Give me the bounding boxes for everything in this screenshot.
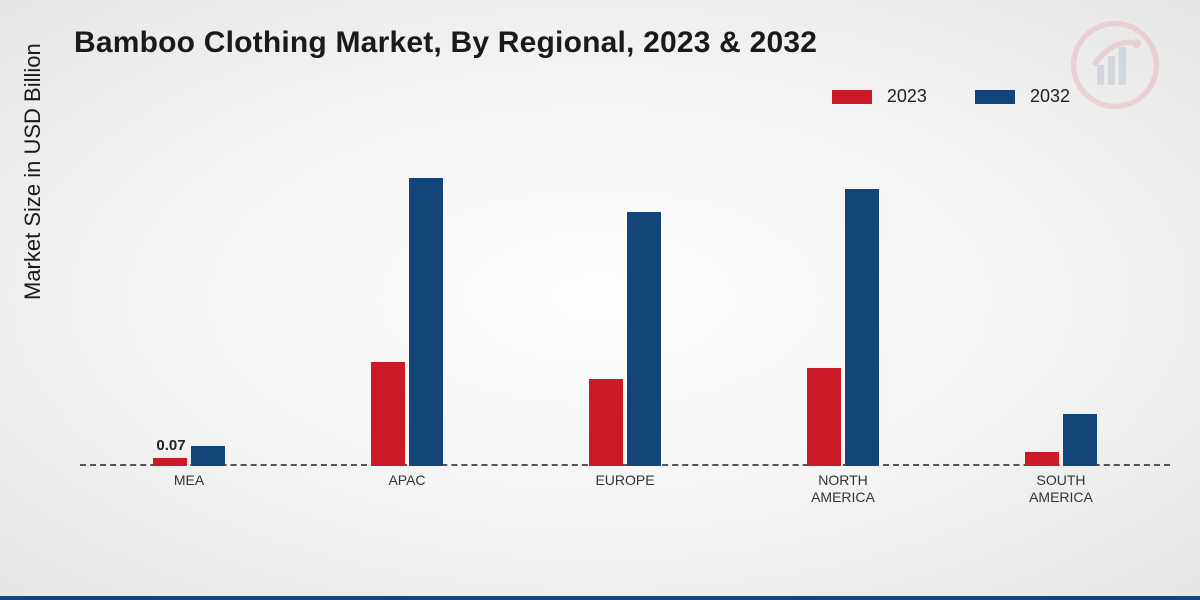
category-label-apac: APAC	[337, 466, 477, 489]
bar-2032-sa	[1063, 414, 1097, 466]
bars-apac	[371, 166, 443, 466]
bar-2023-apac	[371, 362, 405, 466]
bars-eu	[589, 166, 661, 466]
category-label-na: NORTHAMERICA	[773, 466, 913, 506]
legend-item-2032: 2032	[975, 86, 1070, 107]
bar-2032-eu	[627, 212, 661, 466]
bar-group-mea: 0.07MEA	[153, 166, 225, 466]
bar-group-eu: EUROPE	[589, 166, 661, 466]
bars-na	[807, 166, 879, 466]
bar-2032-na	[845, 189, 879, 466]
bars-mea: 0.07	[153, 166, 225, 466]
chart-title: Bamboo Clothing Market, By Regional, 202…	[74, 26, 817, 60]
legend-swatch-2023	[832, 90, 872, 104]
legend-swatch-2032	[975, 90, 1015, 104]
bar-2023-na	[807, 368, 841, 466]
bar-2023-eu	[589, 379, 623, 466]
watermark-logo-icon	[1070, 20, 1160, 110]
chart-canvas: Bamboo Clothing Market, By Regional, 202…	[0, 0, 1200, 600]
category-label-sa: SOUTHAMERICA	[991, 466, 1131, 506]
plot-area: 0.07MEAAPACEUROPENORTHAMERICASOUTHAMERIC…	[80, 130, 1170, 506]
value-label-mea: 0.07	[131, 437, 211, 458]
category-label-eu: EUROPE	[555, 466, 695, 489]
legend-label-2023: 2023	[887, 86, 927, 106]
bar-2023-mea: 0.07	[153, 458, 187, 466]
legend-label-2032: 2032	[1030, 86, 1070, 106]
bar-group-na: NORTHAMERICA	[807, 166, 879, 466]
bar-2032-apac	[409, 178, 443, 466]
bar-2023-sa	[1025, 452, 1059, 466]
category-label-mea: MEA	[119, 466, 259, 489]
legend: 2023 2032	[832, 86, 1070, 107]
y-axis-label: Market Size in USD Billion	[20, 43, 46, 300]
legend-item-2023: 2023	[832, 86, 927, 107]
bar-group-sa: SOUTHAMERICA	[1025, 166, 1097, 466]
bar-group-apac: APAC	[371, 166, 443, 466]
bars-sa	[1025, 166, 1097, 466]
